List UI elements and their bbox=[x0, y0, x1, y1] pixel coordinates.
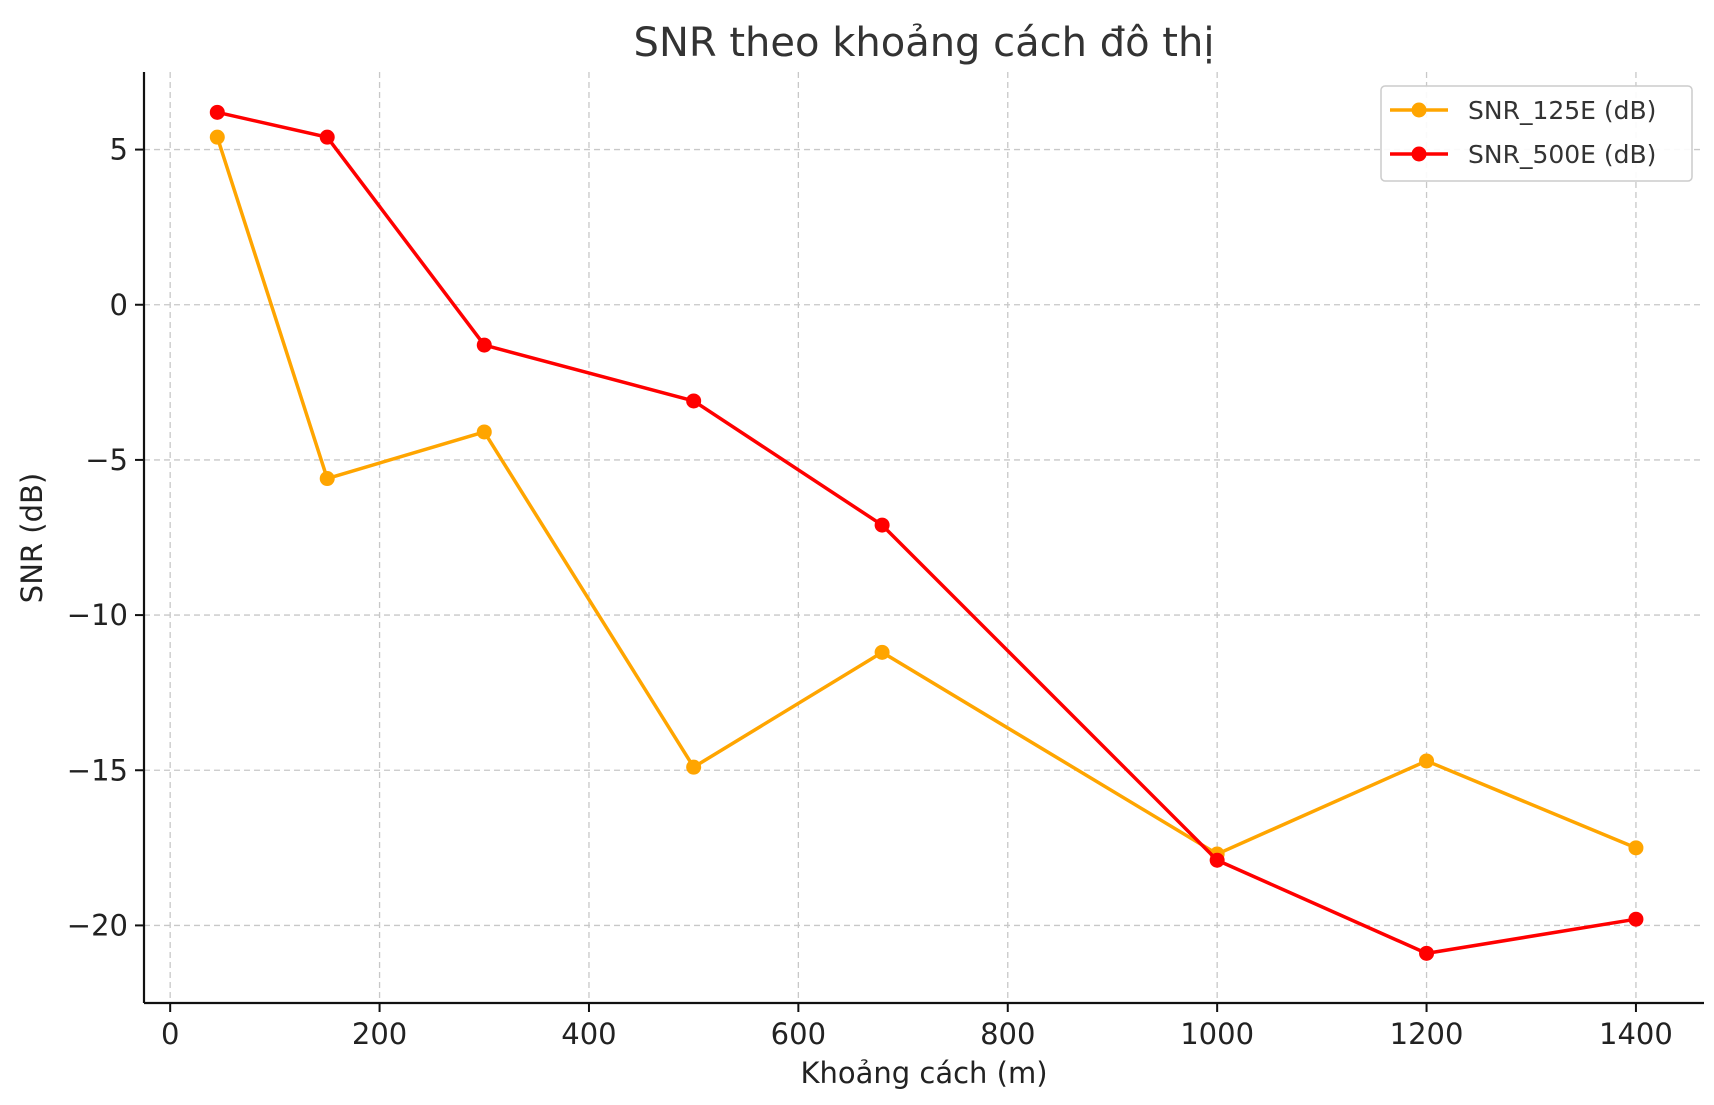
x-tick-label: 0 bbox=[161, 1017, 179, 1051]
y-axis-label: SNR (dB) bbox=[15, 473, 49, 603]
series-layer bbox=[209, 104, 1644, 961]
grid-layer bbox=[144, 72, 1704, 1003]
x-tick-label: 1200 bbox=[1390, 1017, 1464, 1051]
series-line bbox=[216, 110, 1637, 956]
legend-label-snr-125e: SNR_125E (dB) bbox=[1468, 96, 1656, 125]
y-tick-label: −10 bbox=[67, 598, 128, 632]
legend-marker-snr-125e bbox=[1411, 102, 1427, 118]
y-tick-label: −5 bbox=[85, 443, 128, 477]
x-tick-label: 400 bbox=[561, 1017, 616, 1051]
data-point bbox=[874, 644, 890, 660]
y-tick-label: 5 bbox=[110, 133, 128, 167]
x-tick-label: 200 bbox=[352, 1017, 407, 1051]
x-tick-label: 800 bbox=[980, 1017, 1035, 1051]
data-point bbox=[686, 393, 702, 409]
x-ticks: 0 200 400 600 800 1000 1200 1400 bbox=[161, 1003, 1673, 1051]
data-point bbox=[476, 424, 492, 440]
series-snr-500e bbox=[209, 104, 1644, 961]
data-point bbox=[209, 129, 225, 145]
chart-title: SNR theo khoảng cách đô thị bbox=[634, 20, 1215, 66]
legend-marker-snr-500e bbox=[1411, 146, 1427, 162]
legend-entry-snr-500e: SNR_500E (dB) bbox=[1390, 140, 1656, 169]
data-point bbox=[209, 104, 225, 120]
series-line bbox=[215, 136, 1637, 856]
legend-label-snr-500e: SNR_500E (dB) bbox=[1468, 140, 1656, 169]
data-point bbox=[319, 471, 335, 487]
x-tick-label: 600 bbox=[771, 1017, 826, 1051]
y-tick-label: −15 bbox=[67, 753, 128, 787]
y-tick-label: −20 bbox=[67, 908, 128, 942]
y-ticks: 5 0 −5 −10 −15 −20 bbox=[67, 133, 144, 942]
data-point bbox=[1209, 852, 1225, 868]
axes-layer bbox=[142, 72, 1704, 1005]
legend-entry-snr-125e: SNR_125E (dB) bbox=[1390, 96, 1656, 125]
x-tick-label: 1400 bbox=[1599, 1017, 1673, 1051]
data-point bbox=[1628, 911, 1644, 927]
data-point bbox=[874, 517, 890, 533]
data-point bbox=[476, 337, 492, 353]
data-point bbox=[319, 129, 335, 145]
legend-frame bbox=[1380, 85, 1693, 182]
data-point bbox=[1419, 753, 1435, 769]
y-tick-label: 0 bbox=[110, 288, 128, 322]
data-point bbox=[1419, 945, 1435, 961]
x-tick-label: 1000 bbox=[1180, 1017, 1254, 1051]
data-point bbox=[1628, 840, 1644, 856]
series-snr-125e bbox=[209, 129, 1644, 862]
x-axis-label: Khoảng cách (m) bbox=[800, 1056, 1047, 1090]
legend: SNR_125E (dB) SNR_500E (dB) bbox=[1380, 85, 1693, 182]
data-point bbox=[686, 759, 702, 775]
